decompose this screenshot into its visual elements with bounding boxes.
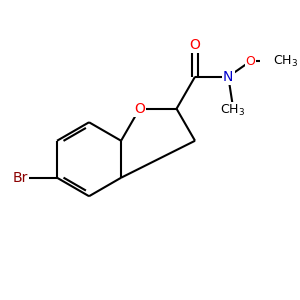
- Text: CH$_3$: CH$_3$: [273, 54, 298, 69]
- Text: N: N: [223, 70, 233, 84]
- Text: Br: Br: [13, 171, 28, 185]
- Text: O: O: [134, 102, 145, 116]
- Text: O: O: [190, 38, 200, 52]
- Text: CH$_3$: CH$_3$: [220, 103, 245, 118]
- Text: O: O: [245, 55, 255, 68]
